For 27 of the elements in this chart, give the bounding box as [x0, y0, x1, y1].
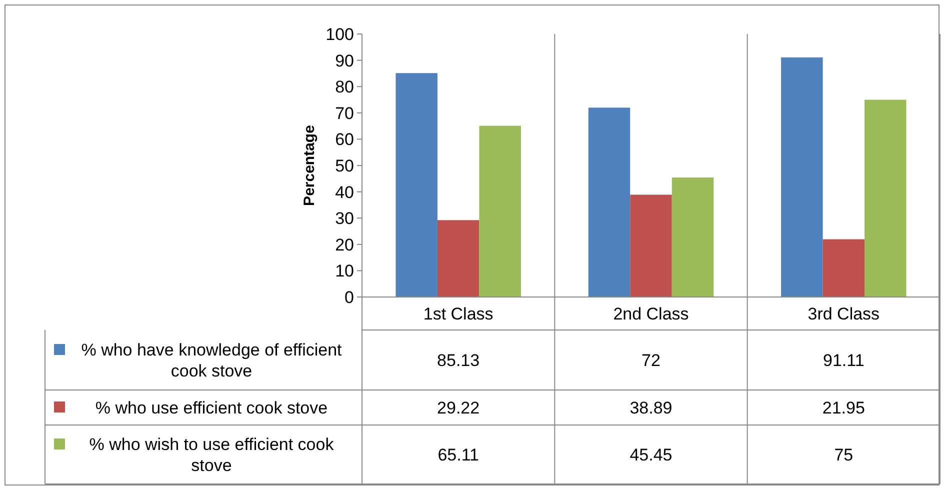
- data-label: 75: [834, 445, 854, 464]
- x-tick-label: 2nd Class: [613, 304, 689, 324]
- data-label: 72: [642, 350, 660, 370]
- data-label: 65.11: [438, 445, 479, 464]
- y-axis-title: Percentage: [301, 125, 318, 206]
- y-tick-label: 60: [335, 130, 354, 150]
- y-tick-label: 10: [335, 262, 354, 281]
- y-tick-label: 20: [335, 235, 354, 254]
- legend-label: % who wish to use efficient cook stove: [89, 434, 334, 476]
- y-tick-label: 80: [335, 78, 354, 97]
- legend-label: % who have knowledge of efficient cook stove: [81, 340, 342, 381]
- y-tick-label: 100: [326, 24, 354, 44]
- legend-label: % who use efficient cook stove: [95, 398, 328, 418]
- data-label: 29.22: [437, 398, 480, 418]
- y-tick-label: 90: [335, 51, 354, 70]
- y-tick-label: 40: [335, 182, 354, 202]
- data-label: 91.11: [823, 350, 864, 370]
- y-tick-label: 30: [335, 209, 354, 228]
- data-label: 38.89: [630, 398, 672, 418]
- y-tick-label: 50: [335, 156, 354, 176]
- data-label: 45.45: [630, 445, 672, 464]
- y-tick-label: 0: [344, 288, 354, 307]
- y-tick-label: 70: [335, 104, 354, 123]
- data-label: 21.95: [822, 398, 865, 418]
- data-label: 85.13: [437, 350, 480, 370]
- x-tick-label: 3rd Class: [808, 304, 880, 324]
- x-tick-label: 1st Class: [423, 304, 494, 324]
